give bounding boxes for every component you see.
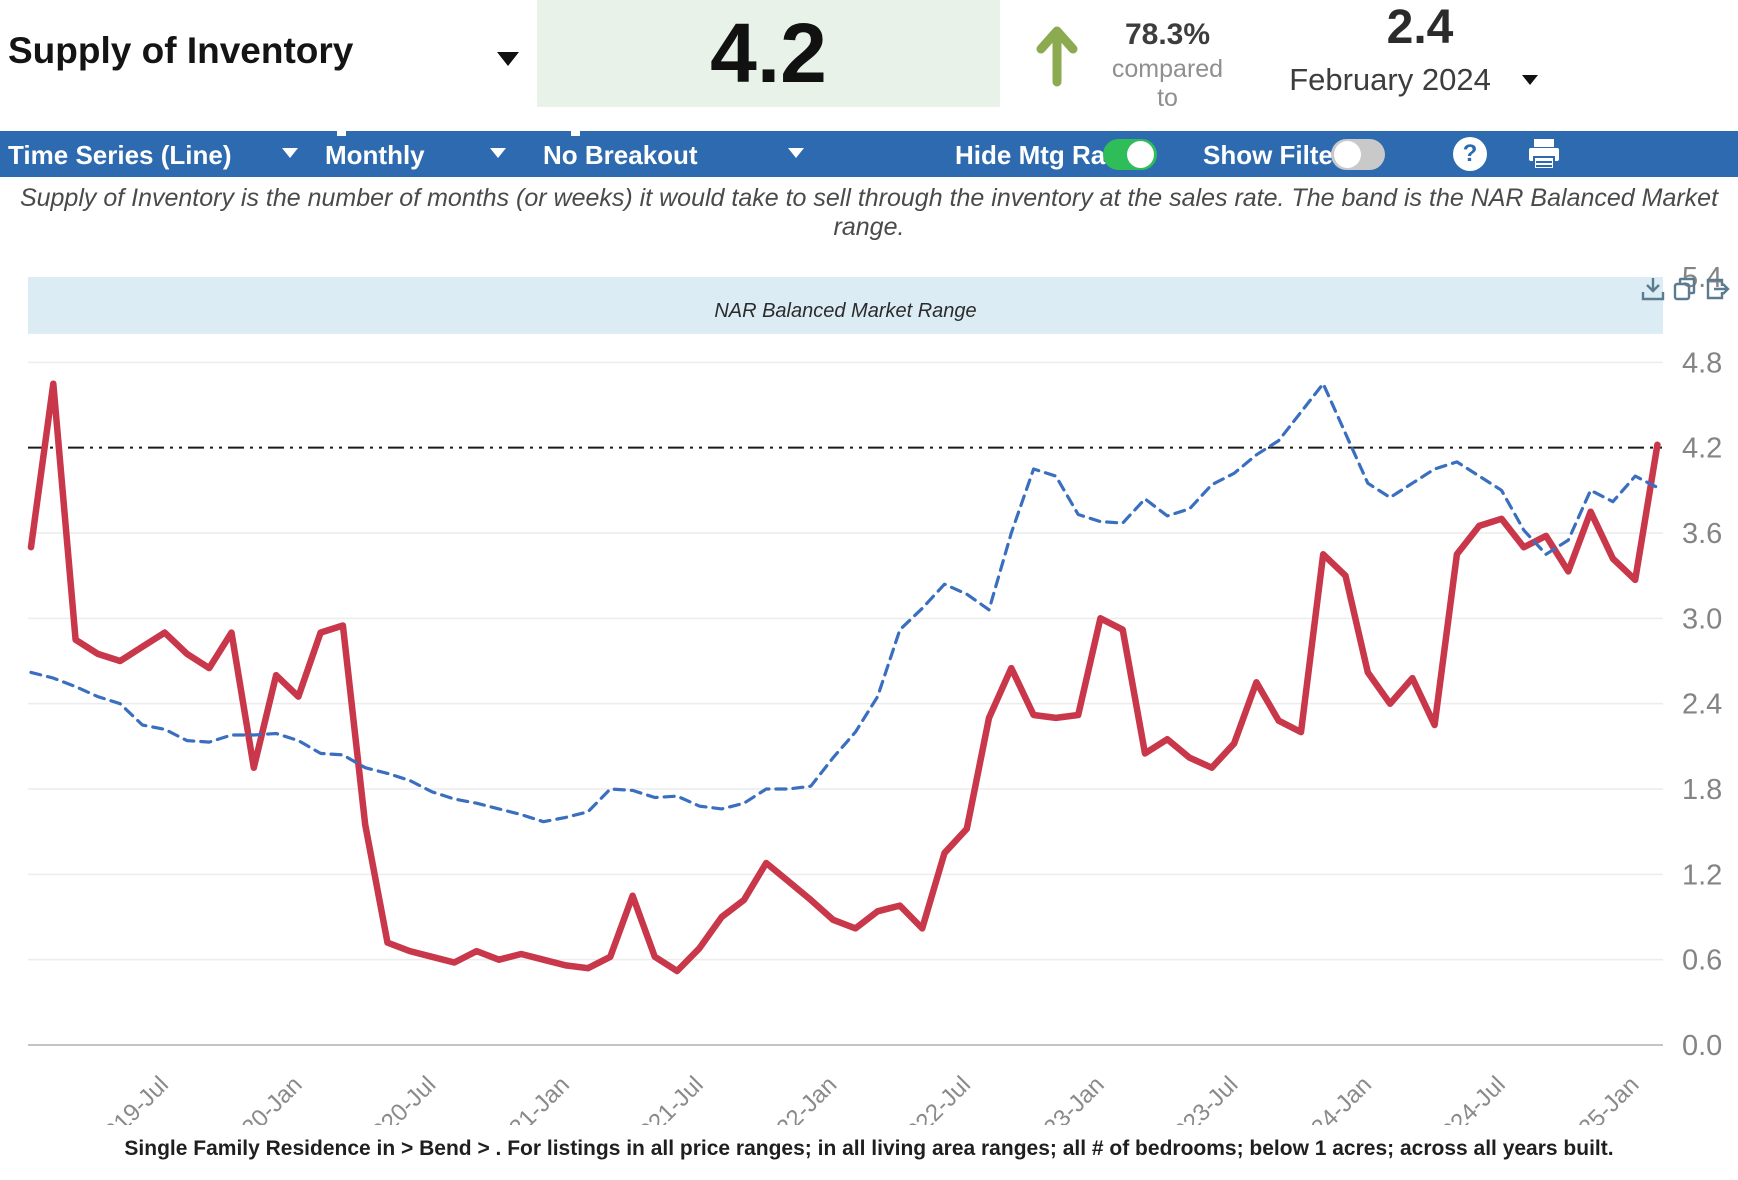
x-axis-label: 2021-Jan (485, 1071, 575, 1125)
chart-description: Supply of Inventory is the number of mon… (19, 184, 1719, 241)
current-value-box: 4.2 (537, 0, 1000, 107)
supply-line (27, 380, 1661, 975)
compare-value: 2.4 (1386, 1, 1454, 54)
nar-band (28, 277, 1663, 334)
print-button[interactable] (1527, 139, 1561, 175)
download-icon[interactable] (1640, 276, 1666, 302)
nar-band-label: NAR Balanced Market Range (714, 300, 976, 322)
toggle-knob (1127, 141, 1154, 168)
compared-to-label: compared to (1111, 55, 1224, 112)
x-axis-label: 2024-Jan (1287, 1071, 1377, 1125)
x-axis-label: 2022-Jul (892, 1071, 976, 1125)
y-axis-label: 4.8 (1682, 347, 1722, 379)
up-arrow-icon (1035, 22, 1079, 93)
x-axis-label: 2020-Jan (218, 1071, 308, 1125)
change-percent: 78.3% (1124, 18, 1211, 51)
frequency-caret-icon[interactable] (490, 148, 506, 158)
toolbar-divider (571, 131, 580, 136)
x-axis-label: 2023-Jan (1020, 1071, 1110, 1125)
copy-icon[interactable] (1672, 276, 1698, 302)
title-dropdown-caret-icon[interactable] (497, 52, 519, 66)
x-axis-label: 2022-Jan (752, 1071, 842, 1125)
page-title: Supply of Inventory (8, 30, 354, 71)
y-axis-label: 2.4 (1682, 689, 1722, 721)
x-axis-label: 2025-Jan (1555, 1071, 1645, 1125)
x-axis-label: 2020-Jul (357, 1071, 441, 1125)
compare-period-selector[interactable]: February 2024 (1289, 62, 1491, 97)
printer-icon (1529, 139, 1559, 170)
help-button[interactable]: ? (1453, 137, 1487, 171)
y-axis-label: 0.0 (1682, 1030, 1722, 1062)
chart-svg: NAR Balanced Market Range 0.0 0.6 1.2 1.8 2.4… (27, 262, 1722, 1161)
x-axis-label: 2019-Jul (90, 1071, 174, 1125)
y-axis-label: 1.8 (1682, 774, 1722, 806)
show-filters-toggle[interactable] (1331, 139, 1385, 170)
breakout-dropdown[interactable]: No Breakout (543, 140, 698, 170)
x-axis-label: 2021-Jul (624, 1071, 708, 1125)
mtg-rate-line (29, 382, 1660, 824)
y-axis-label: 4.2 (1682, 433, 1722, 465)
period-dropdown-caret-icon[interactable] (1522, 75, 1538, 85)
toggle-knob (1334, 141, 1361, 168)
export-icon[interactable] (1704, 276, 1730, 302)
chart-type-dropdown[interactable]: Time Series (Line) (8, 140, 232, 170)
y-axis-label: 1.2 (1682, 859, 1722, 891)
hide-mtg-rate-toggle[interactable] (1103, 139, 1157, 170)
chart-area: NAR Balanced Market Range 0.0 0.6 1.2 1.8 2.4… (0, 216, 1738, 1161)
frequency-dropdown[interactable]: Monthly (325, 140, 425, 170)
breakout-caret-icon[interactable] (788, 148, 804, 158)
chart-type-caret-icon[interactable] (282, 148, 298, 158)
y-axis-label: 3.0 (1682, 603, 1722, 635)
chart-toolbar: Time Series (Line) Monthly No Breakout H… (0, 131, 1738, 177)
current-value: 4.2 (710, 6, 827, 100)
y-axis-label: 3.6 (1682, 518, 1722, 550)
y-axis-label: 0.6 (1682, 945, 1722, 977)
x-axis-label: 2023-Jul (1159, 1071, 1243, 1125)
listing-criteria-footer: Single Family Residence in > Bend > . Fo… (124, 1137, 1614, 1160)
toolbar-divider (337, 131, 346, 136)
x-axis-label: 2024-Jul (1427, 1071, 1511, 1125)
